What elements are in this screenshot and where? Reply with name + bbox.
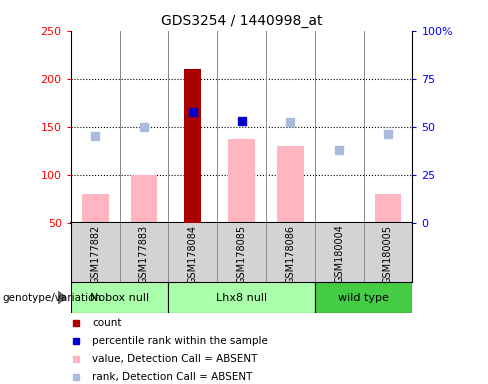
Bar [168,282,315,313]
Bar [131,175,157,223]
Text: percentile rank within the sample: percentile rank within the sample [93,336,268,346]
Text: value, Detection Call = ABSENT: value, Detection Call = ABSENT [93,354,258,364]
Bar [375,194,401,223]
Text: GSM180004: GSM180004 [334,225,344,283]
Text: rank, Detection Call = ABSENT: rank, Detection Call = ABSENT [93,372,253,382]
Bar [315,282,412,313]
Text: GSM178085: GSM178085 [237,225,246,284]
Bar [71,282,168,313]
Bar [184,69,201,223]
Text: GSM180005: GSM180005 [383,225,393,283]
Text: GSM178084: GSM178084 [188,225,198,283]
Text: wild type: wild type [338,293,389,303]
Polygon shape [58,291,66,304]
Title: GDS3254 / 1440998_at: GDS3254 / 1440998_at [161,14,322,28]
Bar [277,146,304,223]
Text: Nobox null: Nobox null [90,293,149,303]
Bar [82,194,108,223]
Bar [228,139,255,223]
Text: GSM178086: GSM178086 [285,225,295,283]
Text: genotype/variation: genotype/variation [2,293,102,303]
Text: count: count [93,318,122,328]
Text: Lhx8 null: Lhx8 null [216,293,267,303]
Text: GSM177883: GSM177883 [139,225,149,284]
Text: GSM177882: GSM177882 [90,225,100,284]
